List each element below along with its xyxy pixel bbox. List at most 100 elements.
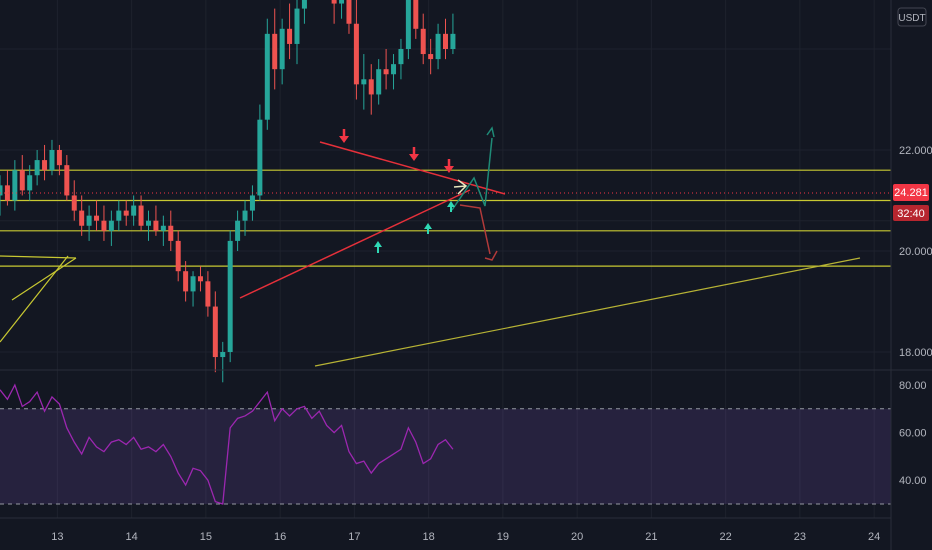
candle-body[interactable]: [146, 220, 151, 226]
breakout-arrow-shaft[interactable]: [453, 185, 467, 188]
arrow-up-icon[interactable]: [424, 223, 432, 234]
candle-body[interactable]: [0, 185, 3, 196]
price-tick-label: 20.000: [899, 246, 932, 258]
candle-body[interactable]: [101, 220, 107, 231]
price-tick-label: 22.000: [899, 145, 932, 157]
candle-body[interactable]: [205, 281, 211, 307]
candle-body[interactable]: [86, 215, 92, 226]
time-tick-label: 17: [348, 531, 360, 543]
candle-body[interactable]: [160, 225, 166, 231]
candle-body[interactable]: [287, 28, 293, 44]
arrow-down-icon[interactable]: [339, 129, 349, 143]
candle-body[interactable]: [108, 220, 114, 231]
candle-body[interactable]: [12, 170, 18, 201]
time-tick-label: 20: [571, 531, 583, 543]
axes: 30.00028.00026.00022.00020.00018.00080.0…: [51, 145, 932, 543]
candle-body[interactable]: [443, 33, 448, 49]
candle-body[interactable]: [34, 160, 40, 176]
candle-body[interactable]: [71, 195, 77, 211]
left-triangle-line-2[interactable]: [0, 255, 77, 259]
candle-body[interactable]: [383, 69, 389, 75]
candle-body[interactable]: [368, 79, 374, 95]
candle-body[interactable]: [398, 49, 404, 65]
candle-body[interactable]: [79, 210, 85, 226]
candle-body[interactable]: [331, 0, 337, 4]
candle-body[interactable]: [294, 8, 300, 44]
candle-body[interactable]: [220, 352, 226, 358]
candle-body[interactable]: [249, 195, 255, 211]
candle-body[interactable]: [168, 225, 174, 241]
rsi-tick-label: 60.00: [899, 428, 927, 440]
price-tick-label: 18.000: [899, 347, 932, 359]
candle-body[interactable]: [435, 33, 441, 60]
candle-body[interactable]: [257, 119, 263, 196]
time-tick-label: 22: [720, 531, 732, 543]
candle-body[interactable]: [175, 240, 181, 272]
countdown-badge: [893, 205, 929, 221]
candle-body[interactable]: [123, 210, 129, 216]
grid: [0, 0, 891, 518]
long-rising-trendline[interactable]: [314, 257, 861, 367]
candles[interactable]: [0, 0, 456, 383]
arrow-down-icon[interactable]: [444, 159, 454, 173]
candle-body[interactable]: [212, 306, 218, 358]
triangle-resistance-line[interactable]: [319, 141, 506, 195]
candle-body[interactable]: [339, 0, 345, 4]
bullish-projection-arrowhead[interactable]: [486, 126, 495, 138]
candle-body[interactable]: [56, 150, 62, 166]
rsi-band-fill: [0, 408, 891, 504]
rsi-line[interactable]: [0, 383, 454, 505]
arrow-up-icon[interactable]: [447, 201, 455, 212]
candle-body[interactable]: [131, 205, 137, 216]
candle-body[interactable]: [153, 220, 159, 231]
candle-body[interactable]: [116, 210, 122, 221]
currency-label[interactable]: USDT: [898, 13, 925, 24]
candle-body[interactable]: [49, 150, 55, 171]
candle-body[interactable]: [361, 79, 367, 85]
time-tick-label: 14: [126, 531, 138, 543]
bullish-projection-path[interactable]: [451, 137, 493, 211]
candle-body[interactable]: [19, 170, 25, 191]
candle-body[interactable]: [301, 0, 307, 9]
candle-body[interactable]: [264, 33, 270, 120]
candle-body[interactable]: [391, 64, 397, 75]
candle-body[interactable]: [420, 28, 426, 55]
candle-body[interactable]: [227, 240, 233, 352]
time-tick-label: 15: [200, 531, 212, 543]
currency-badge[interactable]: [897, 7, 927, 27]
price-badge-value: 24.281: [894, 187, 928, 199]
candle-body[interactable]: [413, 0, 419, 29]
candle-body[interactable]: [138, 205, 144, 226]
arrow-down-icon[interactable]: [409, 147, 419, 161]
candle-body[interactable]: [235, 220, 241, 241]
candle-body[interactable]: [405, 0, 411, 49]
countdown-value: 32:40: [897, 208, 925, 220]
candle-body[interactable]: [346, 0, 352, 24]
candle-body[interactable]: [27, 175, 33, 191]
candle-body[interactable]: [183, 271, 189, 292]
candle-body[interactable]: [94, 215, 100, 221]
arrow-up-icon[interactable]: [374, 241, 382, 253]
candle-body[interactable]: [197, 276, 203, 282]
price-badge: [893, 184, 929, 201]
candle-body[interactable]: [376, 69, 382, 95]
time-tick-label: 13: [51, 531, 63, 543]
candle-body[interactable]: [4, 185, 10, 201]
bearish-projection-path[interactable]: [459, 204, 491, 255]
candle-body[interactable]: [279, 28, 285, 70]
triangle-support-line[interactable]: [239, 189, 471, 299]
candle-body[interactable]: [42, 160, 48, 171]
candle-body[interactable]: [242, 210, 248, 221]
rsi-pane[interactable]: [0, 383, 891, 505]
candle-body[interactable]: [353, 23, 359, 85]
time-tick-label: 19: [497, 531, 509, 543]
candle-body[interactable]: [428, 54, 434, 60]
left-triangle-line-3[interactable]: [11, 257, 77, 301]
candle-body[interactable]: [190, 276, 196, 292]
candle-body[interactable]: [272, 33, 278, 70]
bearish-projection-arrowhead[interactable]: [484, 250, 498, 261]
candle-body[interactable]: [64, 165, 70, 196]
candle-body[interactable]: [450, 33, 456, 49]
